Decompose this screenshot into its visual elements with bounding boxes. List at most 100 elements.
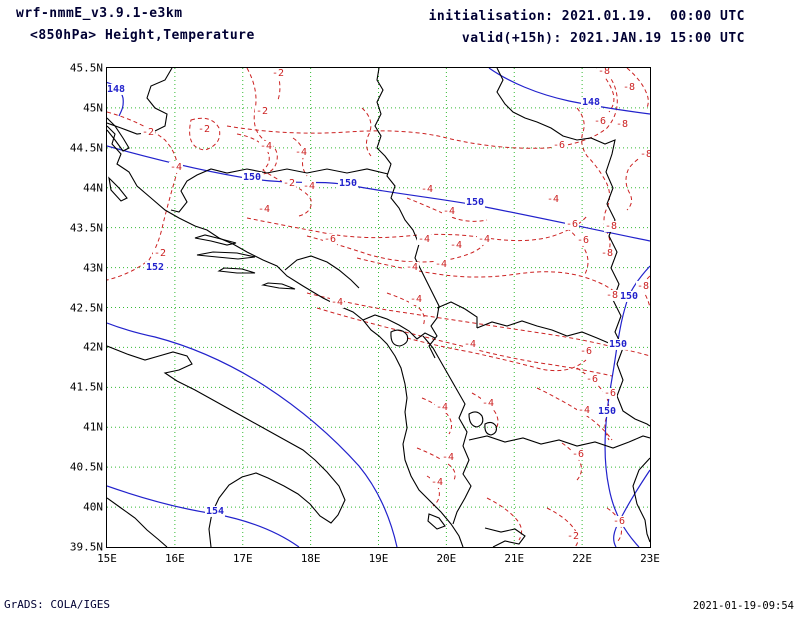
height-contour-label: 150	[464, 196, 486, 208]
temperature-contour-label: -6	[602, 387, 618, 399]
field-title: <850hPa> Height,Temperature	[30, 28, 255, 43]
temperature-contour-label: -4	[408, 293, 424, 305]
temperature-contour-label: -6	[322, 233, 338, 245]
temperature-contour-label: -2	[152, 247, 168, 259]
temperature-contour-label: -4	[329, 296, 345, 308]
x-axis-tick-label: 22E	[572, 552, 593, 565]
temperature-contour-label: -4	[576, 404, 592, 416]
temperature-contour-label: -2	[565, 530, 581, 542]
height-contour-label: 150	[337, 177, 359, 189]
temperature-contour-label: -6	[551, 139, 567, 151]
x-axis-tick-label: 16E	[164, 552, 185, 565]
grads-credit: GrADS: COLA/IGES	[4, 598, 110, 611]
temperature-contour-label: -4	[476, 233, 492, 245]
x-axis-tick-label: 17E	[232, 552, 253, 565]
island	[217, 267, 256, 274]
x-axis-tick-label: 15E	[97, 552, 117, 565]
model-title: wrf-nmmE_v3.9.1-e3km	[16, 6, 183, 21]
height-contour-label: 150	[596, 405, 618, 417]
temperature-contour-label: -4	[462, 338, 478, 350]
run-time-block: initialisation: 2021.01.19. 00:00 UTC va…	[429, 6, 745, 50]
temperature-contour-label: -6	[584, 373, 600, 385]
y-axis-tick-label: 44.5N	[69, 141, 103, 155]
border	[362, 314, 436, 340]
temperature-contour-label: -2	[254, 105, 270, 117]
y-axis-tick-label: 41N	[83, 420, 103, 434]
temperature-contour-label: -8	[603, 220, 619, 232]
temperature-contour-label: -6	[564, 218, 580, 230]
coastline	[632, 457, 650, 543]
italy-coastline	[107, 345, 346, 547]
valid-time: valid(+15h): 2021.JAN.19 15:00 UTC	[461, 31, 745, 46]
border	[170, 168, 389, 213]
x-axis-tick-label: 21E	[504, 552, 525, 565]
border	[468, 435, 650, 449]
y-axis-tick-label: 40.5N	[69, 460, 103, 474]
temperature-contour-label: -4	[416, 233, 432, 245]
lake	[468, 411, 484, 428]
height-contour-label: 150	[618, 290, 640, 302]
temperature-contour-label: -4	[433, 258, 449, 270]
temperature-contour-label: -8	[635, 280, 650, 292]
temperature-contour-label: -2	[196, 123, 212, 135]
temperature-contour-label: -6	[592, 115, 608, 127]
y-axis-tick-label: 41.5N	[69, 380, 103, 394]
temperature-contour-label: -2	[270, 68, 286, 79]
island	[427, 513, 446, 530]
temperature-contour-label: -4	[419, 183, 435, 195]
y-axis-tick-label: 42.5N	[69, 301, 103, 314]
creation-timestamp: 2021-01-19-09:54	[692, 600, 794, 612]
contour-labels-layer: 148 148 150 150 150 152 150 150 150 154 -2 -8 -8 -2 -6…	[107, 68, 650, 547]
temperature-contour-label: -6	[575, 234, 591, 246]
initialisation-time: initialisation: 2021.01.19. 00:00 UTC	[428, 9, 745, 24]
map-plot-area: 148 148 150 150 150 152 150 150 150 154 -2 -8 -8 -2 -6…	[106, 67, 651, 548]
temperature-contour-label: -6	[611, 515, 627, 527]
temperature-contour-label: -4	[440, 451, 456, 463]
island	[194, 234, 237, 246]
y-axis-tick-label: 43N	[83, 261, 103, 275]
lake	[484, 421, 497, 436]
y-axis-tick-label: 42N	[83, 340, 103, 354]
temperature-contour-label: -2	[281, 177, 297, 189]
y-axis-tick-label: 43.5N	[69, 221, 103, 235]
y-axis-tick-label: 45.5N	[69, 61, 103, 75]
temperature-contour-label: -8	[621, 81, 637, 93]
x-axis-tick-label: 20E	[436, 552, 457, 565]
temperature-contour-label: -4	[293, 146, 309, 158]
border	[496, 68, 650, 427]
temperature-contour-label: -4	[404, 261, 420, 273]
border	[422, 335, 472, 525]
temperature-contour-label: -8	[614, 118, 630, 130]
island	[261, 282, 296, 290]
height-contour-label: 150	[241, 171, 263, 183]
border	[284, 255, 360, 289]
temperature-contour-label: -2	[140, 126, 156, 138]
x-axis-tick-label: 23E	[640, 552, 660, 565]
height-contour-label: 152	[144, 261, 166, 273]
temperature-contour-label: -8	[604, 289, 620, 301]
temperature-contour-label: -6	[578, 345, 594, 357]
height-contour-label: 148	[580, 96, 602, 108]
temperature-contour-label: -6	[570, 448, 586, 460]
temperature-contour-label: -8	[596, 68, 612, 77]
island	[108, 176, 128, 202]
y-axis-tick-label: 39.5N	[69, 540, 103, 554]
border	[107, 68, 173, 135]
temperature-contour-label: -8	[599, 247, 615, 259]
temperature-contour-label: -8	[638, 148, 650, 160]
height-contour-label: 150	[607, 338, 629, 350]
italy-coastline	[107, 497, 168, 547]
temperature-contour-label: -4	[258, 140, 274, 152]
x-axis-tick-label: 18E	[300, 552, 321, 565]
y-axis-tick-label: 44N	[83, 181, 103, 195]
coastlines-borders-layer	[107, 68, 650, 547]
lake	[390, 329, 409, 347]
height-contour-label: 148	[107, 83, 127, 95]
temperature-contour-label: -4	[168, 161, 184, 173]
border	[436, 301, 478, 328]
temperature-contour-label: -4	[301, 180, 317, 192]
temperature-contour-label: -4	[480, 397, 496, 409]
x-axis-tick-label: 19E	[368, 552, 389, 565]
temperature-contour-label: -4	[441, 205, 457, 217]
